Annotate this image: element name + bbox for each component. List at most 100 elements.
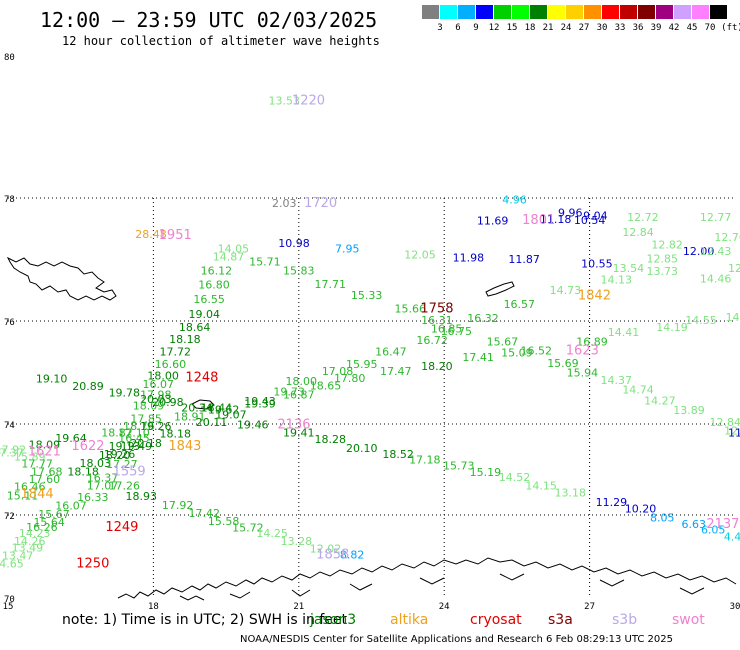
- wave-height-value: 17.42: [189, 507, 221, 520]
- wave-height-value: 18.65: [310, 379, 342, 392]
- wave-height-value: 15.69: [547, 357, 579, 370]
- wave-height-value: 15.94: [567, 367, 599, 380]
- coastline: [6, 256, 737, 601]
- wave-height-value: 14.23: [19, 527, 51, 540]
- pass-time-label: 1842: [578, 288, 611, 303]
- wave-height-value: 17.72: [159, 346, 191, 359]
- wave-height-value: 12.30: [724, 424, 740, 437]
- wave-height-value: 14: [726, 311, 740, 324]
- satellite-legend-item: swot: [672, 612, 705, 628]
- page-subtitle: 12 hour collection of altimeter wave hei…: [62, 34, 380, 48]
- wave-height-value: 19.04: [189, 308, 221, 321]
- satellite-legend-item: jason3: [310, 612, 357, 628]
- wave-height-value: 19.73: [273, 386, 305, 399]
- wave-height-value: 15.83: [283, 264, 315, 277]
- scale-label: 36: [632, 23, 644, 33]
- wave-height-value: 17.92: [162, 499, 194, 512]
- pass-time-label: 2136: [277, 418, 310, 433]
- pass-time-label: 1843: [168, 439, 201, 454]
- wave-height-value: 10.98: [278, 237, 310, 250]
- pass-time-label: 1844: [21, 487, 54, 502]
- wave-height-value: 20.10: [346, 442, 378, 455]
- scale-swatch: [548, 5, 565, 19]
- wave-height-value: 10.54: [574, 214, 606, 227]
- wave-height-value: 18.93: [126, 490, 158, 503]
- wave-height-value: 12.84: [622, 226, 654, 239]
- pass-time-label: 1801: [522, 213, 555, 228]
- scale-label: 6: [455, 23, 461, 33]
- wave-height-value: 18.00: [285, 375, 317, 388]
- wave-height-value: 17.71: [315, 278, 347, 291]
- wave-height-value: 19.10: [36, 372, 68, 385]
- pass-time-label: 1249: [105, 520, 138, 535]
- wave-height-value: 19.49: [121, 440, 153, 453]
- scale-swatch: [674, 5, 691, 19]
- wave-height-value: 17.37: [0, 446, 24, 459]
- wave-height-value: 15.72: [232, 522, 264, 535]
- wave-height-value: 16.75: [441, 325, 473, 338]
- scale-label: 24: [560, 23, 572, 33]
- longitude-tick-label: 24: [439, 602, 450, 612]
- wave-height-value: 15.09: [501, 347, 533, 360]
- pass-time-label: 1559: [113, 464, 146, 479]
- wave-height-value: 13.47: [2, 549, 34, 562]
- wave-height-value: 18.76: [123, 420, 155, 433]
- longitude-tick-label: 21: [293, 602, 304, 612]
- wave-height-value: 18.20: [99, 449, 131, 462]
- scale-swatch: [602, 5, 619, 19]
- scale-swatch: [656, 5, 673, 19]
- wave-height-value: 18.18: [169, 333, 201, 346]
- wave-height-value: 14.87: [213, 251, 245, 264]
- wave-height-value: 15.89: [14, 450, 46, 463]
- wave-height-value: 15.33: [351, 289, 383, 302]
- wave-height-value: 18.91: [174, 410, 206, 423]
- lat-lon-grid: [8, 197, 735, 598]
- wave-height-value: 15.67: [487, 336, 519, 349]
- scale-label: 21: [542, 23, 554, 33]
- wave-height-value: 19.39: [244, 398, 276, 411]
- wave-height-value: 12.85: [647, 253, 679, 266]
- wave-height-value: 20.34: [181, 402, 213, 415]
- wave-height-value: 16.87: [283, 388, 315, 401]
- wave-height-value: 12.00: [683, 245, 715, 258]
- wave-height-value: 15.71: [249, 256, 281, 269]
- scale-label: 33: [614, 23, 626, 33]
- wave-height-value: 14.19: [656, 321, 688, 334]
- wave-height-value: 16.72: [416, 334, 448, 347]
- wave-height-value: 14.05: [218, 243, 250, 256]
- scale-swatch: [476, 5, 493, 19]
- wave-height-value: 20.11: [196, 416, 228, 429]
- wave-height-value: 15.64: [33, 516, 65, 529]
- longitude-tick-label: 18: [148, 602, 159, 612]
- wave-height-value: 19.64: [55, 432, 87, 445]
- wave-height-value: 11: [728, 426, 740, 439]
- wave-height-value: 14.13: [601, 273, 633, 286]
- wave-height-value: 16.46: [14, 480, 46, 493]
- scale-swatch: [530, 5, 547, 19]
- scale-swatch: [458, 5, 475, 19]
- wave-height-value: 14.27: [644, 394, 676, 407]
- wave-height-value: 28.48: [135, 228, 167, 241]
- wave-height-value: 20.03: [140, 393, 172, 406]
- scale-swatch: [584, 5, 601, 19]
- wave-height-value: 14.25: [256, 527, 288, 540]
- wave-height-value: 14.73: [550, 284, 582, 297]
- wave-height-value: 12.84: [710, 416, 740, 429]
- scale-swatch: [494, 5, 511, 19]
- wave-height-value: 17.98: [140, 388, 172, 401]
- wave-height-value: 19.46: [237, 419, 269, 432]
- wave-height-value: 16.57: [504, 298, 536, 311]
- wave-height-value: 17.07: [87, 480, 119, 493]
- wave-height-value: 14.74: [622, 384, 654, 397]
- wave-height-value: 13.28: [281, 535, 313, 548]
- wave-height-value: 18.44: [201, 402, 233, 415]
- wave-height-value: 18.28: [315, 433, 347, 446]
- wave-height-value: 12.82: [651, 238, 683, 251]
- wave-height-value: 16.12: [201, 264, 233, 277]
- wave-height-value: 17.47: [380, 365, 412, 378]
- wave-height-value: 20.98: [152, 396, 184, 409]
- wave-height-value: 14.37: [601, 374, 633, 387]
